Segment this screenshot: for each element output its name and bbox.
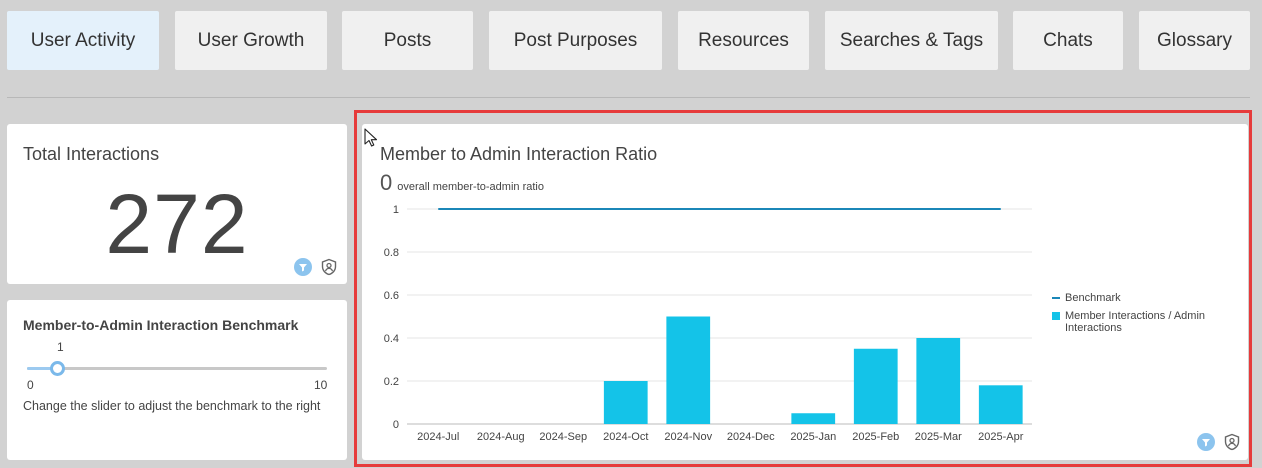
x-tick-label: 2024-Dec — [727, 431, 775, 443]
y-tick-label: 0.2 — [384, 376, 399, 388]
legend-label-ratio: Member Interactions / Admin Interactions — [1065, 310, 1206, 334]
legend-swatch-benchmark — [1052, 297, 1060, 299]
legend-item-benchmark[interactable]: Benchmark — [1052, 292, 1232, 304]
tab-posts[interactable]: Posts — [342, 11, 473, 70]
slider-hint: Change the slider to adjust the benchmar… — [23, 399, 321, 413]
tab-user-growth[interactable]: User Growth — [175, 11, 327, 70]
bar — [791, 413, 836, 424]
x-tick-label: 2024-Sep — [539, 431, 587, 443]
overall-ratio: 0 overall member-to-admin ratio — [380, 170, 544, 196]
x-tick-label: 2024-Nov — [664, 431, 712, 443]
y-tick-label: 0.4 — [384, 333, 399, 345]
user-shield-icon[interactable] — [1223, 433, 1241, 451]
x-tick-label: 2024-Oct — [603, 431, 648, 443]
y-tick-label: 1 — [393, 204, 399, 216]
bar — [853, 348, 898, 424]
slider-fill — [27, 367, 57, 370]
kpi-value: 272 — [105, 177, 249, 271]
divider — [7, 97, 1250, 98]
chart-icons — [1197, 433, 1241, 451]
benchmark-title: Member-to-Admin Interaction Benchmark — [23, 317, 299, 333]
legend-label-benchmark: Benchmark — [1065, 292, 1121, 304]
slider-value: 1 — [57, 340, 64, 354]
filter-icon[interactable] — [294, 258, 312, 276]
user-shield-icon[interactable] — [320, 258, 338, 276]
y-tick-label: 0.6 — [384, 290, 399, 302]
bar — [666, 316, 711, 424]
ratio-chart: 0 0.2 0.4 0.6 0.8 1 2024-Jul 2024-Aug 2024-Sep 20… — [384, 204, 1032, 443]
mouse-cursor-icon — [364, 128, 378, 147]
x-tick-label: 2025-Mar — [915, 431, 962, 443]
slider-thumb[interactable] — [50, 361, 65, 376]
benchmark-slider[interactable] — [27, 361, 327, 376]
tab-user-activity[interactable]: User Activity — [7, 11, 159, 70]
bar — [978, 385, 1023, 424]
tab-chats[interactable]: Chats — [1013, 11, 1123, 70]
bar — [916, 338, 961, 424]
slider-max-label: 10 — [314, 378, 328, 392]
overall-ratio-value: 0 — [380, 170, 393, 195]
chart-title: Member to Admin Interaction Ratio — [380, 144, 658, 164]
x-tick-label: 2024-Aug — [477, 431, 525, 443]
selection-highlight — [354, 110, 1252, 467]
y-tick-label: 0 — [393, 419, 399, 431]
tab-post-purposes[interactable]: Post Purposes — [489, 11, 662, 70]
overall-ratio-label: overall member-to-admin ratio — [397, 181, 544, 193]
x-tick-label: 2024-Jul — [417, 431, 459, 443]
chart-legend: Benchmark Member Interactions / Admin In… — [1052, 292, 1232, 340]
y-tick-label: 0.8 — [384, 247, 399, 259]
x-tick-label: 2025-Feb — [852, 431, 899, 443]
benchmark-card: Member-to-Admin Interaction Benchmark 1 … — [7, 300, 347, 460]
legend-swatch-ratio — [1052, 312, 1060, 320]
kpi-title: Total Interactions — [23, 144, 160, 164]
slider-min-label: 0 — [27, 378, 34, 392]
x-tick-label: 2025-Apr — [978, 431, 1024, 443]
legend-item-ratio[interactable]: Member Interactions / Admin Interactions — [1052, 310, 1232, 334]
tab-searches-tags[interactable]: Searches & Tags — [825, 11, 998, 70]
filter-icon[interactable] — [1197, 433, 1215, 451]
card-icons — [294, 258, 338, 276]
x-tick-label: 2025-Jan — [790, 431, 836, 443]
tab-glossary[interactable]: Glossary — [1139, 11, 1250, 70]
bar — [603, 381, 648, 424]
ratio-chart-card: Member to Admin Interaction Ratio 0 over… — [362, 124, 1248, 460]
tab-resources[interactable]: Resources — [678, 11, 809, 70]
tab-bar: User Activity User Growth Posts Post Pur… — [7, 11, 1262, 70]
total-interactions-card: Total Interactions 272 — [7, 124, 347, 284]
